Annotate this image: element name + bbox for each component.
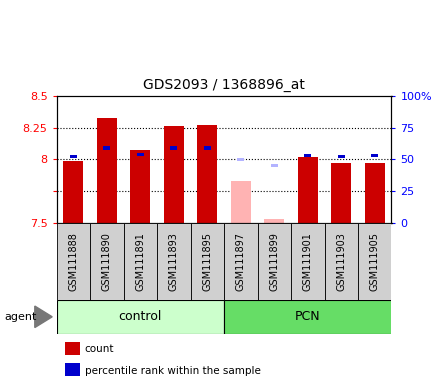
Bar xyxy=(96,118,117,223)
Text: count: count xyxy=(85,344,114,354)
Bar xyxy=(263,219,284,223)
Bar xyxy=(90,223,123,300)
Text: GSM111899: GSM111899 xyxy=(269,232,279,291)
Bar xyxy=(157,223,190,300)
Bar xyxy=(330,163,351,223)
Bar xyxy=(163,126,184,223)
Bar xyxy=(130,151,150,223)
Bar xyxy=(190,223,224,300)
Text: GSM111893: GSM111893 xyxy=(168,232,178,291)
Bar xyxy=(257,223,290,300)
Polygon shape xyxy=(35,306,52,328)
Text: GSM111897: GSM111897 xyxy=(235,232,245,291)
Text: PCN: PCN xyxy=(294,310,320,323)
Bar xyxy=(364,163,384,223)
Bar xyxy=(370,154,378,157)
Text: GSM111905: GSM111905 xyxy=(369,232,379,291)
Bar xyxy=(203,146,210,149)
Title: GDS2093 / 1368896_at: GDS2093 / 1368896_at xyxy=(143,78,304,92)
Text: control: control xyxy=(118,310,161,323)
Text: GSM111903: GSM111903 xyxy=(335,232,345,291)
Bar xyxy=(63,161,83,223)
Text: GSM111891: GSM111891 xyxy=(135,232,145,291)
Text: percentile rank within the sample: percentile rank within the sample xyxy=(85,366,260,376)
Bar xyxy=(56,300,224,334)
Bar xyxy=(170,146,177,149)
Bar xyxy=(237,158,244,161)
Bar xyxy=(290,223,324,300)
Bar xyxy=(224,223,257,300)
Bar xyxy=(224,300,391,334)
Bar xyxy=(230,181,250,223)
Bar xyxy=(123,223,157,300)
Bar xyxy=(136,153,144,156)
Text: GSM111901: GSM111901 xyxy=(302,232,312,291)
Text: GSM111888: GSM111888 xyxy=(68,232,78,291)
Text: GSM111890: GSM111890 xyxy=(102,232,112,291)
Text: GSM111895: GSM111895 xyxy=(202,232,212,291)
Bar xyxy=(103,146,110,149)
Bar xyxy=(337,155,344,159)
Bar xyxy=(270,164,277,167)
Bar xyxy=(56,223,90,300)
Bar xyxy=(303,154,311,157)
Bar xyxy=(197,125,217,223)
Text: agent: agent xyxy=(4,312,36,322)
Bar xyxy=(357,223,391,300)
Bar xyxy=(297,157,317,223)
Bar xyxy=(69,155,77,159)
Bar xyxy=(324,223,357,300)
